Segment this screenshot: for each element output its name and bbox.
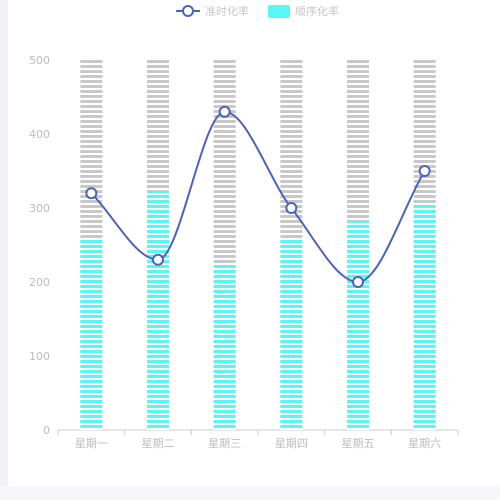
y-axis-ticks: 0 100 200 300 400 500 [29, 54, 50, 437]
x-tick-label: 星期三 [208, 437, 241, 450]
line-point[interactable] [218, 105, 231, 118]
legend: 准时化率 顺序化率 [176, 4, 339, 18]
x-tick-label: 星期六 [408, 437, 441, 450]
line-point[interactable] [418, 165, 431, 177]
x-tick-label: 星期四 [275, 437, 308, 450]
legend-item-line[interactable]: 准时化率 [176, 4, 249, 18]
y-tick-label: 300 [29, 202, 50, 215]
legend-circle-marker [182, 5, 194, 17]
left-border [0, 0, 8, 500]
x-tick-label: 星期一 [75, 437, 108, 450]
x-tick-label: 星期二 [142, 437, 175, 450]
bar-mark[interactable] [413, 203, 436, 430]
line-point[interactable] [152, 253, 164, 266]
y-tick-label: 100 [29, 350, 50, 363]
line-series-points [85, 105, 431, 288]
bottom-border [0, 486, 500, 500]
line-point[interactable] [85, 187, 98, 200]
bar-mark[interactable] [280, 239, 303, 430]
y-tick-label: 200 [29, 276, 50, 289]
x-axis-ticks: 星期一 星期二 星期三 星期四 星期五 星期六 [57, 430, 459, 450]
bar-mark[interactable] [147, 191, 169, 430]
legend-bar-marker [268, 5, 290, 18]
line-series-path [90, 110, 426, 284]
line-point[interactable] [352, 276, 364, 288]
bar-mark[interactable] [213, 264, 236, 430]
bar-series [80, 60, 436, 430]
legend-label-bar: 顺序化率 [295, 4, 339, 18]
line-point[interactable] [285, 202, 298, 214]
y-tick-label: 400 [29, 128, 50, 141]
bar-mark[interactable] [80, 239, 103, 430]
y-tick-label: 500 [29, 54, 50, 67]
y-tick-label: 0 [43, 424, 50, 437]
x-tick-label: 星期五 [342, 437, 375, 450]
bar-mark[interactable] [347, 221, 369, 430]
legend-item-bar[interactable]: 顺序化率 [268, 4, 339, 18]
legend-label-line: 准时化率 [205, 4, 249, 18]
